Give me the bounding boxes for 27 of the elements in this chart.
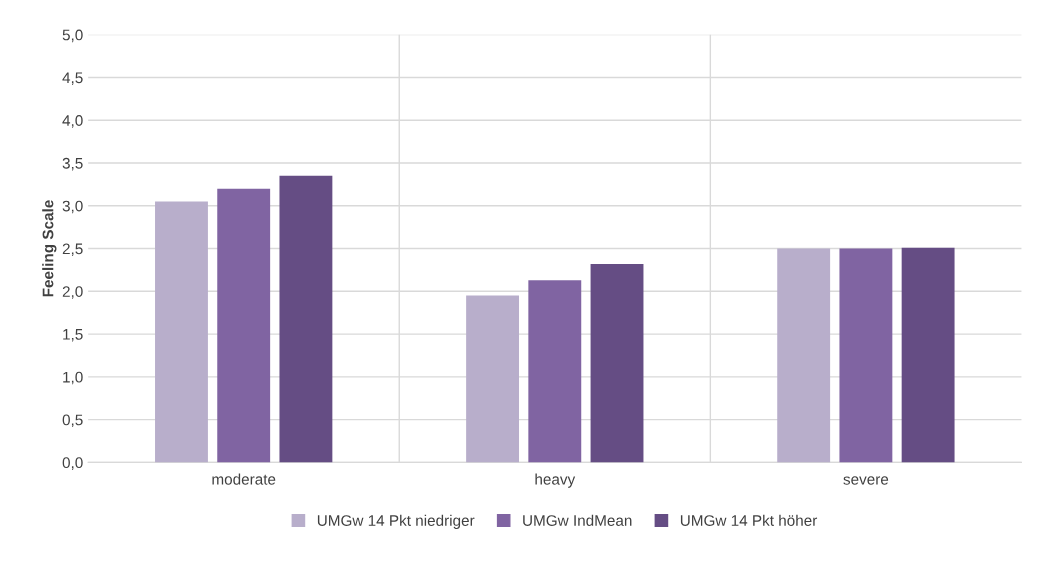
y-tick-label: 4,5 <box>62 72 83 85</box>
x-tick-label: moderate <box>212 473 276 485</box>
y-tick-label: 0,5 <box>62 414 83 428</box>
x-tick-label: heavy <box>535 473 576 488</box>
legend-label: UMGw 14 Pkt höher <box>680 514 818 526</box>
y-tick-label: 4,0 <box>62 115 83 128</box>
bar <box>590 263 644 463</box>
bar <box>901 247 955 463</box>
y-tick-label: 2,5 <box>62 243 83 257</box>
legend-label: UMGw 14 Pkt niedriger <box>317 514 475 529</box>
y-tick-label: 3,5 <box>62 157 83 171</box>
bar <box>217 188 271 463</box>
y-tick-label: 1,0 <box>63 371 83 385</box>
bar <box>839 248 893 463</box>
y-axis-title: Feeling Scale <box>42 200 57 297</box>
bar <box>155 201 208 463</box>
x-tick-label: severe <box>843 476 889 485</box>
y-tick-label: 0,0 <box>62 457 83 470</box>
y-tick-label: 3,0 <box>62 200 83 214</box>
bar <box>777 248 831 463</box>
y-tick-label: 2,0 <box>62 286 83 299</box>
y-tick-label: 5,0 <box>62 29 83 43</box>
bar <box>528 280 582 463</box>
y-tick-label: 1,5 <box>63 329 83 342</box>
bar <box>279 175 333 463</box>
legend-label: UMGw IndMean <box>523 514 632 526</box>
bar <box>466 295 520 463</box>
